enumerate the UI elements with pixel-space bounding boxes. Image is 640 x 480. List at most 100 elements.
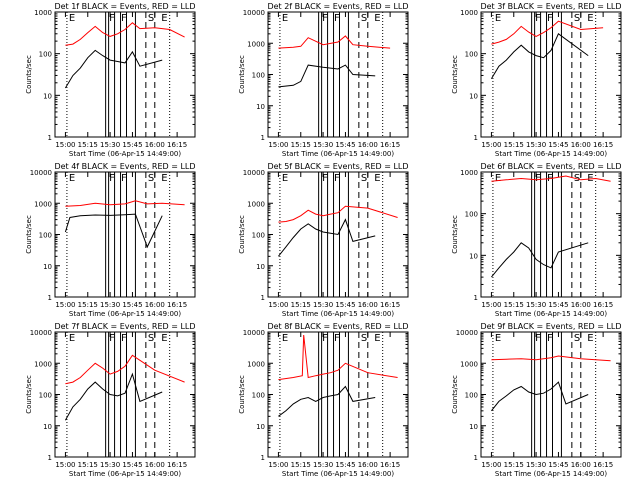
y-tick-label: 100 (252, 232, 265, 240)
x-tick-label: 16:15 (380, 301, 400, 309)
y-tick-label: 1000 (247, 200, 265, 208)
y-tick-label: 1 (261, 294, 265, 302)
x-tick-label: 15:30 (100, 301, 120, 309)
detector-panel: Det 3f BLACK = Events, RED = LLD 1 10 100 10… (451, 2, 622, 158)
x-tick-label: 16:00 (571, 141, 591, 149)
x-tick-label: 15:15 (504, 301, 524, 309)
series-events-line (278, 64, 376, 88)
y-tick-label: 100 (252, 392, 265, 400)
plot-frame (480, 11, 622, 138)
x-axis-label: Start Time (06-Apr-15 14:49:00) (69, 310, 181, 318)
x-tick-label: 15:30 (313, 301, 333, 309)
y-tick-label: 1000 (34, 9, 52, 17)
x-tick-label: 15:00 (55, 461, 75, 469)
x-tick-label: 15:45 (122, 461, 142, 469)
series-events-line (278, 218, 376, 257)
y-tick-label: 100 (465, 51, 478, 59)
x-tick-label: 15:30 (526, 461, 546, 469)
detector-panel: Det 2f BLACK = Events, RED = LLD 1 10 100 10… (238, 2, 409, 158)
x-axis-label: Start Time (06-Apr-15 14:49:00) (69, 150, 181, 158)
panel-title: Det 6f BLACK = Events, RED = LLD (480, 162, 621, 171)
y-axis-label: Counts/sec (238, 55, 246, 94)
y-tick-label: 10000 (456, 329, 478, 337)
event-marker-label: E (161, 13, 167, 24)
series-lld-line (278, 205, 398, 223)
series-lld-line (65, 22, 185, 46)
event-marker-label: E (374, 173, 380, 184)
y-tick-label: 1000 (247, 360, 265, 368)
event-marker-label: E (495, 173, 501, 184)
plot-frame (54, 11, 196, 138)
event-marker-label: S (361, 333, 367, 344)
event-marker-label: F (109, 333, 115, 344)
event-marker-label: S (361, 13, 367, 24)
detector-panel: Det 5f BLACK = Events, RED = LLD 1 10 100 10… (238, 162, 409, 318)
event-marker-label: E (282, 13, 288, 24)
x-tick-label: 15:00 (481, 141, 501, 149)
event-marker-label: S (574, 333, 580, 344)
y-axis-label: Counts/sec (451, 215, 459, 254)
y-axis-label: Counts/sec (238, 215, 246, 254)
x-tick-label: 16:00 (358, 461, 378, 469)
y-tick-label: 10 (43, 263, 52, 271)
y-tick-label: 1 (48, 454, 52, 462)
event-marker-label: S (574, 13, 580, 24)
event-marker-label: F (109, 173, 115, 184)
x-tick-label: 16:15 (167, 461, 187, 469)
y-tick-label: 100 (39, 51, 52, 59)
x-tick-label: 15:00 (268, 461, 288, 469)
y-axis-label: Counts/sec (238, 375, 246, 414)
series-lld-line (491, 355, 611, 362)
event-marker-label: F (322, 333, 328, 344)
x-tick-label: 15:45 (122, 141, 142, 149)
series-events-line (64, 372, 163, 421)
x-tick-label: 15:00 (481, 461, 501, 469)
event-marker-label: F (322, 173, 328, 184)
event-marker-label: E (69, 173, 75, 184)
event-marker-label: S (148, 173, 154, 184)
x-tick-label: 15:45 (335, 461, 355, 469)
panel-title: Det 5f BLACK = Events, RED = LLD (267, 162, 408, 171)
series-lld-line (278, 334, 398, 381)
event-marker-label: E (374, 13, 380, 24)
series-events-line (64, 49, 163, 89)
detector-panel: Det 9f BLACK = Events, RED = LLD 1 10 100 10… (451, 322, 622, 478)
x-tick-label: 15:45 (335, 301, 355, 309)
x-axis-label: Start Time (06-Apr-15 14:49:00) (282, 470, 394, 478)
detector-panel: Det 6f BLACK = Events, RED = LLD 1 10 100 10… (451, 162, 622, 318)
detector-panel: Det 7f BLACK = Events, RED = LLD 1 10 100 10… (25, 322, 196, 478)
event-marker-label: F (334, 13, 340, 24)
event-marker-label: E (161, 173, 167, 184)
x-tick-label: 15:15 (291, 141, 311, 149)
series-events-line (491, 381, 589, 412)
x-tick-label: 15:00 (55, 141, 75, 149)
x-tick-label: 15:00 (268, 301, 288, 309)
event-marker-label: F (322, 13, 328, 24)
event-marker-label: F (334, 333, 340, 344)
event-marker-label: S (148, 13, 154, 24)
x-tick-label: 16:00 (358, 301, 378, 309)
x-tick-label: 15:45 (548, 141, 568, 149)
x-axis-label: Start Time (06-Apr-15 14:49:00) (495, 150, 607, 158)
series-events-line (64, 213, 163, 249)
series-lld-line (278, 35, 391, 49)
y-tick-label: 100 (39, 232, 52, 240)
x-tick-label: 16:00 (571, 301, 591, 309)
event-marker-label: F (109, 13, 115, 24)
event-marker-label: F (121, 173, 127, 184)
x-tick-label: 15:45 (122, 301, 142, 309)
x-tick-label: 15:30 (100, 141, 120, 149)
x-tick-label: 16:15 (593, 301, 613, 309)
panel-title: Det 2f BLACK = Events, RED = LLD (267, 2, 408, 11)
detector-panel: Det 1f BLACK = Events, RED = LLD 1 10 100 10… (25, 2, 196, 158)
plot-frame (54, 171, 196, 298)
event-marker-label: E (161, 333, 167, 344)
y-tick-label: 10000 (30, 329, 52, 337)
event-marker-label: E (69, 333, 75, 344)
x-tick-label: 15:15 (291, 461, 311, 469)
series-lld-line (491, 20, 604, 45)
y-tick-label: 1000 (247, 40, 265, 48)
x-tick-label: 15:00 (268, 141, 288, 149)
x-axis-label: Start Time (06-Apr-15 14:49:00) (495, 470, 607, 478)
panel-title: Det 1f BLACK = Events, RED = LLD (54, 2, 195, 11)
